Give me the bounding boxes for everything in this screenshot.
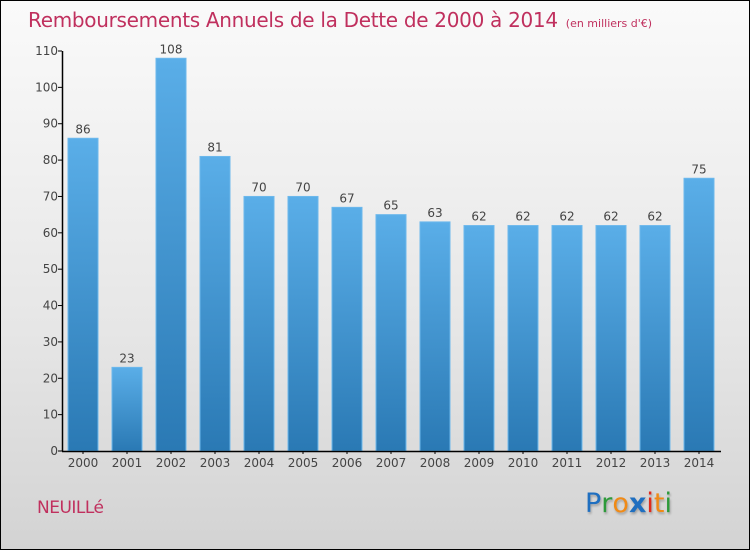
x-tick-label-2014: 2014 xyxy=(684,456,715,470)
logo-letter-2: o xyxy=(612,488,629,519)
value-label-2002: 108 xyxy=(160,42,183,56)
x-tick-label-2012: 2012 xyxy=(596,456,627,470)
logo-letter-4: i xyxy=(646,488,654,519)
value-label-2001: 23 xyxy=(119,351,134,365)
bar-2001 xyxy=(111,366,143,452)
y-tick-label-60: 60 xyxy=(43,226,58,240)
value-label-2011: 62 xyxy=(559,210,574,224)
value-label-2010: 62 xyxy=(515,210,530,224)
value-label-2003: 81 xyxy=(207,140,222,154)
bars-group: 86 2000 23 2001 108 2002 81 2003 70 2004 70 2005 67 2… xyxy=(67,42,715,470)
x-tick-label-2007: 2007 xyxy=(376,456,407,470)
value-label-2004: 70 xyxy=(251,180,266,194)
x-tick-label-2002: 2002 xyxy=(156,456,187,470)
bar-2000 xyxy=(67,137,99,452)
x-tick-label-2006: 2006 xyxy=(332,456,363,470)
y-tick-label-0: 0 xyxy=(50,444,58,458)
logo-letter-5: t xyxy=(653,488,665,519)
value-label-2013: 62 xyxy=(647,210,662,224)
chart-title: Remboursements Annuels de la Dette de 20… xyxy=(28,8,652,32)
logo-letter-6: i xyxy=(664,488,672,519)
x-tick-label-2001: 2001 xyxy=(112,456,143,470)
logo-letter-0: P xyxy=(585,488,602,519)
bar-2008 xyxy=(419,221,451,452)
logo-letter-3: x xyxy=(628,488,647,519)
y-tick-label-20: 20 xyxy=(43,371,58,385)
logo-letter-1: r xyxy=(601,488,613,519)
y-tick-label-110: 110 xyxy=(35,44,58,58)
value-label-2005: 70 xyxy=(295,180,310,194)
commune-name: NEUILLé xyxy=(37,498,104,518)
axes-group: 0 10 20 30 40 50 60 70 80 90 100 110 xyxy=(35,44,721,458)
value-label-2014: 75 xyxy=(691,162,706,176)
value-label-2000: 86 xyxy=(75,122,90,136)
x-tick-label-2005: 2005 xyxy=(288,456,319,470)
x-tick-label-2010: 2010 xyxy=(508,456,539,470)
bar-2002 xyxy=(155,57,187,452)
y-tick-label-70: 70 xyxy=(43,189,58,203)
value-label-2009: 62 xyxy=(471,210,486,224)
x-tick-label-2004: 2004 xyxy=(244,456,275,470)
y-tick-label-90: 90 xyxy=(43,117,58,131)
bar-2014 xyxy=(683,177,715,452)
x-tick-label-2003: 2003 xyxy=(200,456,231,470)
bar-2007 xyxy=(375,214,407,452)
y-tick-label-30: 30 xyxy=(43,335,58,349)
y-tick-label-50: 50 xyxy=(43,262,58,276)
x-tick-label-2009: 2009 xyxy=(464,456,495,470)
value-label-2006: 67 xyxy=(339,191,354,205)
chart-title-text: Remboursements Annuels de la Dette de 20… xyxy=(28,8,558,32)
y-tick-label-100: 100 xyxy=(35,80,58,94)
x-tick-label-2008: 2008 xyxy=(420,456,451,470)
bar-2012 xyxy=(595,225,627,452)
value-label-2007: 65 xyxy=(383,199,398,213)
y-tick-label-10: 10 xyxy=(43,408,58,422)
x-tick-label-2013: 2013 xyxy=(640,456,671,470)
bar-2009 xyxy=(463,225,495,452)
y-tick-label-80: 80 xyxy=(43,153,58,167)
bar-2011 xyxy=(551,225,583,452)
value-label-2008: 63 xyxy=(427,206,442,220)
value-label-2012: 62 xyxy=(603,210,618,224)
bar-2005 xyxy=(287,195,319,452)
bar-2006 xyxy=(331,206,363,452)
bar-2013 xyxy=(639,225,671,452)
bar-2004 xyxy=(243,195,275,452)
x-tick-label-2000: 2000 xyxy=(68,456,99,470)
x-tick-label-2011: 2011 xyxy=(552,456,583,470)
proxiti-logo[interactable]: Proxiti xyxy=(585,488,672,519)
bar-2010 xyxy=(507,225,539,452)
bar-2003 xyxy=(199,155,231,452)
y-tick-label-40: 40 xyxy=(43,299,58,313)
chart-subtitle: (en milliers d'€) xyxy=(565,17,653,30)
